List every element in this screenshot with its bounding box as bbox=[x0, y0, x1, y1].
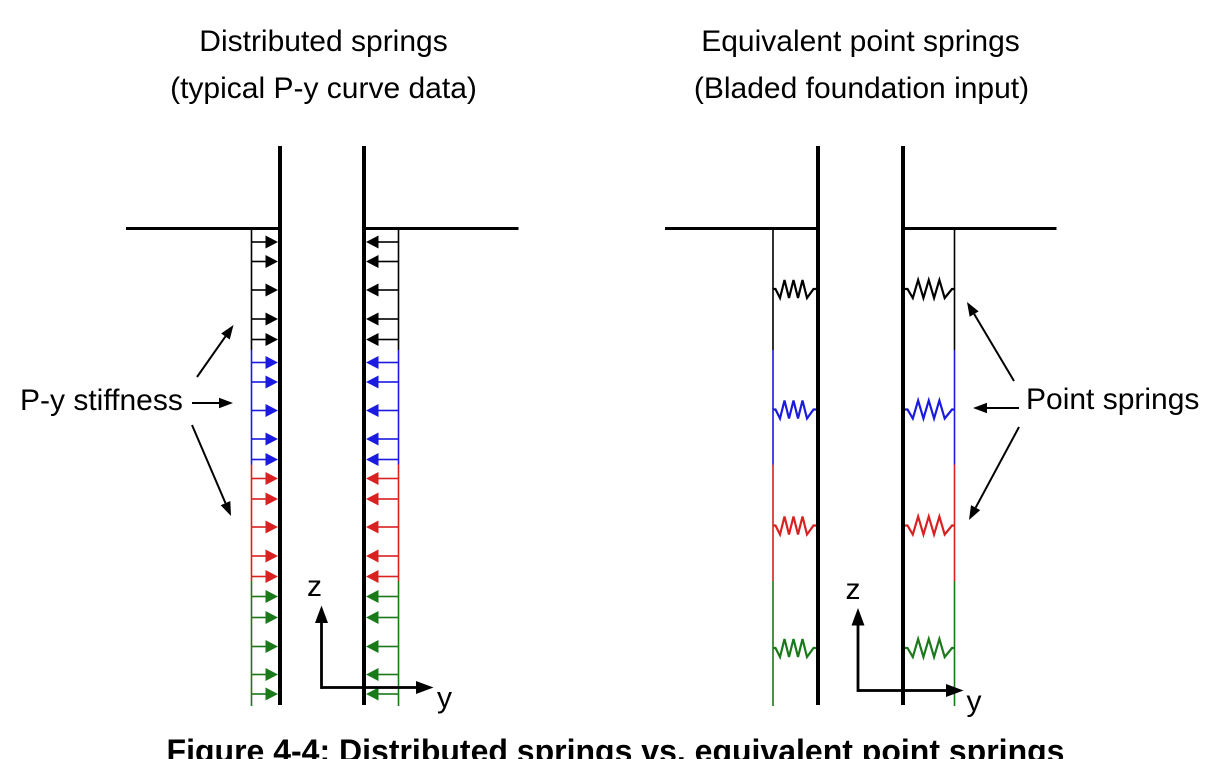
svg-text:Figure 4-4: Distributed spring: Figure 4-4: Distributed springs vs. equi… bbox=[167, 733, 1065, 759]
svg-text:z: z bbox=[846, 573, 861, 606]
svg-text:y: y bbox=[967, 685, 982, 718]
svg-text:Equivalent point springs: Equivalent point springs bbox=[701, 25, 1020, 58]
svg-text:(typical P-y curve data): (typical P-y curve data) bbox=[170, 72, 477, 105]
svg-text:y: y bbox=[437, 682, 452, 715]
svg-text:Distributed springs: Distributed springs bbox=[199, 25, 447, 58]
svg-text:(Bladed foundation input): (Bladed foundation input) bbox=[694, 72, 1029, 105]
svg-text:P-y stiffness: P-y stiffness bbox=[20, 384, 183, 417]
svg-text:Point springs: Point springs bbox=[1026, 383, 1199, 416]
svg-text:z: z bbox=[307, 570, 322, 603]
